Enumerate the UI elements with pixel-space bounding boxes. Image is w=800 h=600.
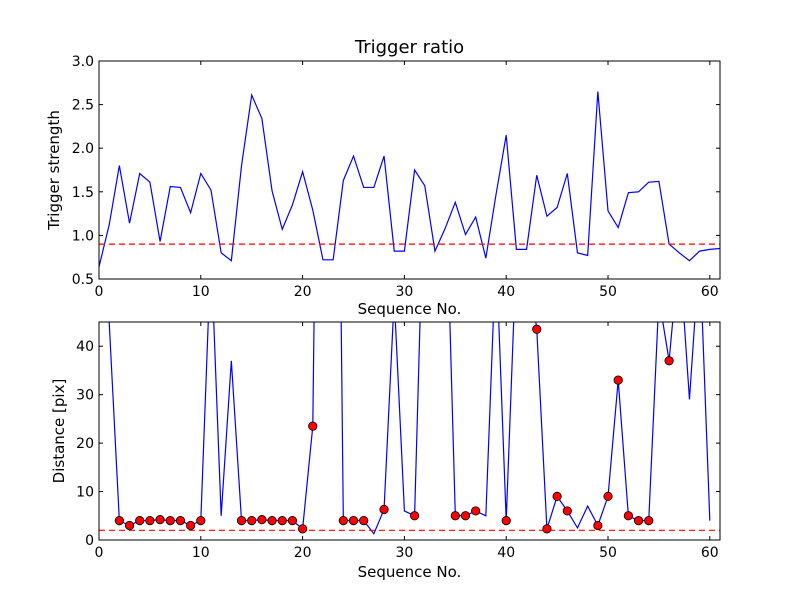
y-tick-label: 20: [76, 436, 94, 452]
y-tick-label: 2.5: [72, 98, 94, 114]
data-point: [267, 516, 277, 526]
data-point: [450, 511, 460, 521]
data-point: [348, 516, 359, 526]
x-tick-label: 40: [497, 284, 515, 300]
x-tick-label: 0: [95, 284, 104, 300]
y-tick-label: 1.5: [72, 185, 94, 201]
data-point: [501, 516, 511, 526]
data-point: [257, 515, 267, 525]
data-point: [175, 516, 186, 526]
data-point: [613, 375, 623, 385]
y-tick-label: 2.0: [72, 141, 94, 157]
data-point: [664, 356, 674, 366]
data-point: [552, 491, 562, 501]
y-tick-label: 10: [76, 485, 94, 501]
data-point: [287, 516, 298, 526]
data-point: [277, 516, 287, 526]
y-tick-label: 40: [76, 339, 94, 355]
data-point: [542, 524, 552, 534]
x-tick-label: 0: [95, 545, 104, 561]
y-axis-label: Trigger strength: [45, 110, 63, 231]
x-tick-label: 30: [395, 284, 413, 300]
data-point: [532, 324, 542, 334]
y-tick-label: 3.0: [72, 54, 94, 70]
data-point: [124, 520, 135, 531]
x-tick-label: 50: [599, 284, 617, 300]
trigger-ratio-plot: Trigger ratio 0 10 20 30 40 50 60 0.5 1.0 1.5 2.0 2…: [45, 37, 721, 318]
data-point: [145, 516, 155, 526]
data-point: [236, 516, 247, 526]
data-point: [633, 516, 644, 526]
x-tick-label: 40: [497, 545, 515, 561]
series-line-0: [108, 322, 711, 535]
data-point: [186, 520, 196, 531]
x-axis-label: Sequence No.: [358, 563, 462, 581]
data-point: [460, 511, 471, 521]
data-point: [135, 516, 145, 526]
data-point: [114, 516, 124, 526]
data-point: [165, 516, 175, 526]
data-point: [644, 516, 654, 526]
data-point: [338, 516, 348, 526]
data-point: [409, 511, 420, 521]
y-tick-label: 0: [85, 533, 94, 549]
data-point: [196, 516, 206, 526]
y-tick-label: 1.0: [72, 228, 94, 244]
data-point: [308, 421, 318, 431]
chart-title: Trigger ratio: [354, 37, 464, 58]
x-tick-label: 50: [599, 545, 617, 561]
x-tick-label: 20: [294, 545, 312, 561]
x-tick-label: 10: [192, 545, 210, 561]
plot-frame: [98, 60, 721, 280]
y-tick-label: 30: [76, 388, 94, 404]
x-axis-label: Sequence No.: [358, 300, 462, 318]
data-point: [623, 511, 633, 521]
distance-plot: 0 10 20 30 40 50 60 0 10 20 30 40 Sequence No. Dist…: [50, 321, 721, 581]
y-tick-label: 0.5: [72, 272, 94, 288]
y-axis-label: Distance [pix]: [50, 379, 68, 484]
data-point: [562, 506, 572, 516]
series-line-0: [99, 91, 720, 267]
x-tick-label: 10: [192, 284, 210, 300]
data-point: [155, 515, 165, 525]
data-point: [471, 506, 481, 516]
x-tick-label: 20: [294, 284, 312, 300]
data-point: [379, 504, 389, 515]
x-tick-label: 60: [701, 284, 719, 300]
data-point: [247, 516, 257, 526]
data-point: [603, 491, 613, 501]
data-point: [593, 520, 603, 531]
data-point: [298, 524, 308, 534]
x-tick-label: 30: [395, 545, 413, 561]
x-tick-label: 60: [701, 545, 719, 561]
plot-frame: [98, 321, 721, 541]
data-point: [359, 516, 369, 526]
